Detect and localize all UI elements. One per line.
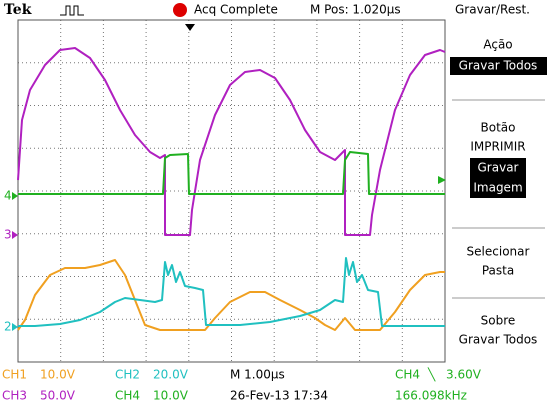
- timebase: M 1.00µs: [230, 368, 285, 382]
- status-dot: [173, 3, 187, 17]
- trigger-source: CH4: [395, 368, 420, 382]
- ch3-marker: 3: [4, 228, 12, 242]
- ch4-trace: [18, 151, 445, 195]
- menu-option[interactable]: Pasta: [482, 264, 514, 278]
- trigger-icon: [60, 5, 84, 16]
- ch3-scale: 50.0V: [40, 389, 76, 403]
- ch4-scale: 10.0V: [153, 389, 189, 403]
- menu-option[interactable]: Imagem: [473, 181, 522, 195]
- ch2-scale: 20.0V: [153, 368, 189, 382]
- side-menu: Ação Gravar Todos Botão IMPRIMIR Gravar …: [450, 38, 547, 347]
- ch2-trace: [18, 257, 445, 327]
- ch3-label: CH3: [2, 389, 27, 403]
- trigger-symbol: ╲: [427, 367, 436, 382]
- status: Acq Complete: [194, 3, 278, 17]
- ch4-marker: 4: [4, 189, 12, 203]
- menu-option[interactable]: Sobre: [481, 314, 516, 328]
- trigger-level-arrow: [438, 176, 446, 184]
- menu-highlight: [450, 57, 547, 75]
- ch2-label: CH2: [115, 368, 140, 382]
- ch1-scale: 10.0V: [40, 368, 76, 382]
- menu-label: Botão: [481, 121, 516, 135]
- ch3-trace: [17, 47, 446, 236]
- menu-label: IMPRIMIR: [470, 140, 525, 154]
- trigger-level: 3.60V: [446, 368, 482, 382]
- ch2-marker: 2: [4, 320, 12, 334]
- ch3-arrow: [12, 231, 18, 239]
- frequency: 166.098kHz: [395, 389, 467, 403]
- menu-option[interactable]: Gravar Todos: [459, 333, 538, 347]
- menu-highlight: [470, 158, 526, 198]
- menu-option[interactable]: Gravar Todos: [459, 59, 538, 73]
- menu-option[interactable]: Gravar: [478, 161, 519, 175]
- graticule-frame: [17, 19, 446, 363]
- position: M Pos: 1.020µs: [310, 3, 401, 17]
- ch2-arrow: [12, 323, 18, 331]
- ch4-arrow: [12, 192, 18, 200]
- ch4-label: CH4: [115, 389, 140, 403]
- footer: CH1 10.0V CH2 20.0V M 1.00µs CH4 ╲ 3.60V…: [2, 367, 482, 403]
- menu-label: Ação: [483, 38, 512, 52]
- ch1-label: CH1: [2, 368, 27, 382]
- brand: Tek: [4, 2, 32, 18]
- trigger-position: [185, 24, 195, 31]
- date: 26-Fev-13 17:34: [230, 389, 328, 403]
- menu-option[interactable]: Selecionar: [467, 245, 530, 259]
- menu-title: Gravar/Rest.: [455, 3, 530, 17]
